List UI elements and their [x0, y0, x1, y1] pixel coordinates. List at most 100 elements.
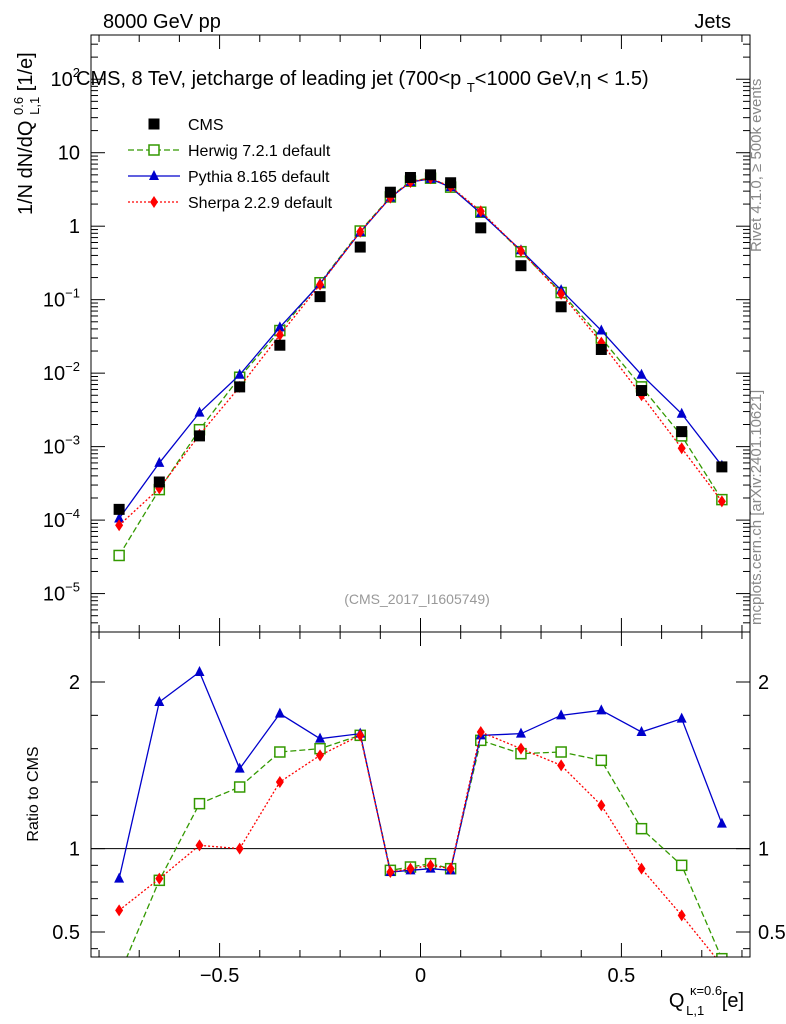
- title-rest: <1000 GeV,η < 1.5): [475, 68, 649, 90]
- data-point: [555, 301, 567, 313]
- data-point: [636, 385, 648, 397]
- ratio-point: [476, 726, 485, 738]
- data-layer: [113, 169, 728, 957]
- legend: CMS Herwig 7.2.1 default Pythia 8.165 defa…: [128, 117, 333, 212]
- data-point: [154, 456, 165, 467]
- legend-label: Sherpa 2.2.9 default: [188, 195, 333, 212]
- ratio-point: [716, 952, 728, 957]
- data-point: [636, 368, 647, 379]
- ratio-point: [555, 746, 567, 758]
- legend-marker: [149, 170, 159, 180]
- data-point: [234, 381, 246, 393]
- data-point: [676, 407, 687, 418]
- data-point: [716, 461, 728, 473]
- data-point: [676, 426, 688, 438]
- xlabel-sup: κ=0.6: [690, 983, 722, 998]
- ratio-line: [118, 731, 717, 957]
- y-tick-exponent: −2: [65, 359, 80, 374]
- ratio-point: [557, 759, 566, 772]
- xlabel-unit: [e]: [716, 990, 744, 1012]
- x-axis-label: Q κ=0.6 L,1 [e]: [669, 983, 744, 1018]
- data-point: [234, 368, 245, 379]
- ratio-point: [516, 742, 525, 755]
- ratio-tick-label: 0.5: [52, 922, 80, 944]
- mcplots-label: mcplots.cern.ch [arXiv:2401.10621]: [748, 390, 765, 625]
- y-tick-exponent: −5: [65, 580, 80, 595]
- xlabel-sub: L,1: [686, 1003, 704, 1018]
- ratio-point: [275, 776, 284, 788]
- y-axis-label-text: 1/N dN/dQ: [15, 121, 37, 215]
- data-point: [356, 225, 365, 238]
- ratio-tick-label-right: 2: [758, 672, 769, 694]
- data-point: [557, 287, 566, 300]
- ratio-point: [406, 862, 415, 875]
- data-point: [274, 339, 286, 351]
- ratio-y-axis-label: Ratio to CMS: [25, 746, 42, 841]
- ratio-line: [126, 734, 722, 957]
- ratio-point: [635, 822, 648, 835]
- ratio-point: [193, 797, 206, 810]
- ratio-point: [154, 696, 165, 706]
- ylabel-sub: L,1: [27, 97, 42, 115]
- ratio-point: [315, 732, 326, 743]
- data-point: [314, 291, 326, 303]
- chart-title-text: CMS, 8 TeV, jetcharge of leading jet (70…: [76, 68, 461, 90]
- data-point: [114, 512, 125, 523]
- y-tick-exponent: −1: [65, 286, 80, 301]
- ratio-tick-label-right: 0.5: [758, 922, 786, 944]
- data-point: [516, 244, 525, 257]
- ratio-point: [596, 704, 607, 715]
- y-tick-label: 10−2: [43, 359, 80, 385]
- ratio-point: [356, 729, 365, 742]
- legend-marker: [148, 144, 160, 156]
- ratio-point: [636, 726, 647, 736]
- data-point: [445, 177, 457, 189]
- legend-label: Herwig 7.2.1 default: [188, 143, 331, 160]
- y-tick-label: 1: [69, 216, 80, 238]
- legend-label: CMS: [188, 117, 224, 134]
- ratio-tick-label-right: 1: [758, 839, 769, 861]
- legend-marker: [150, 196, 158, 208]
- data-point: [476, 205, 485, 218]
- data-point: [717, 495, 726, 508]
- data-point: [194, 406, 205, 417]
- ratio-point: [676, 712, 687, 723]
- ratio-point: [316, 749, 325, 762]
- x-axis-label-text: Q: [669, 990, 685, 1012]
- y-tick-exponent: 2: [73, 65, 80, 80]
- y-tick-exponent: −3: [65, 433, 80, 448]
- data-point: [113, 503, 125, 515]
- data-point: [113, 549, 125, 562]
- data-point: [354, 241, 366, 253]
- y-tick-label: 102: [51, 65, 80, 91]
- ratio-tick-label: 1: [69, 839, 80, 861]
- ratio-point: [155, 872, 164, 885]
- data-point: [274, 321, 285, 332]
- ratio-panel-series: [114, 666, 728, 957]
- ratio-tick-label: 2: [69, 672, 80, 694]
- ratio-point: [195, 839, 204, 852]
- ratio-point: [233, 781, 246, 793]
- data-point: [515, 260, 527, 272]
- header-left: 8000 GeV pp: [103, 11, 221, 33]
- data-point: [384, 186, 396, 198]
- main-panel-series: [113, 169, 728, 562]
- data-point: [677, 442, 686, 455]
- data-point: [425, 169, 437, 181]
- series-line: [118, 177, 723, 526]
- ratio-point: [556, 709, 567, 720]
- ratio-point: [115, 904, 124, 917]
- header-right: Jets: [694, 11, 731, 33]
- ratio-point: [716, 817, 727, 828]
- data-point: [275, 329, 284, 342]
- ratio-point: [274, 707, 285, 718]
- data-point: [404, 171, 416, 183]
- ratio-point: [677, 909, 686, 922]
- data-point: [596, 324, 607, 335]
- ratio-point: [515, 727, 526, 738]
- ratio-point: [386, 866, 395, 878]
- x-tick-label: 0.5: [608, 965, 636, 987]
- y-tick-label: 10: [58, 143, 80, 165]
- title-subscript: T: [467, 80, 475, 95]
